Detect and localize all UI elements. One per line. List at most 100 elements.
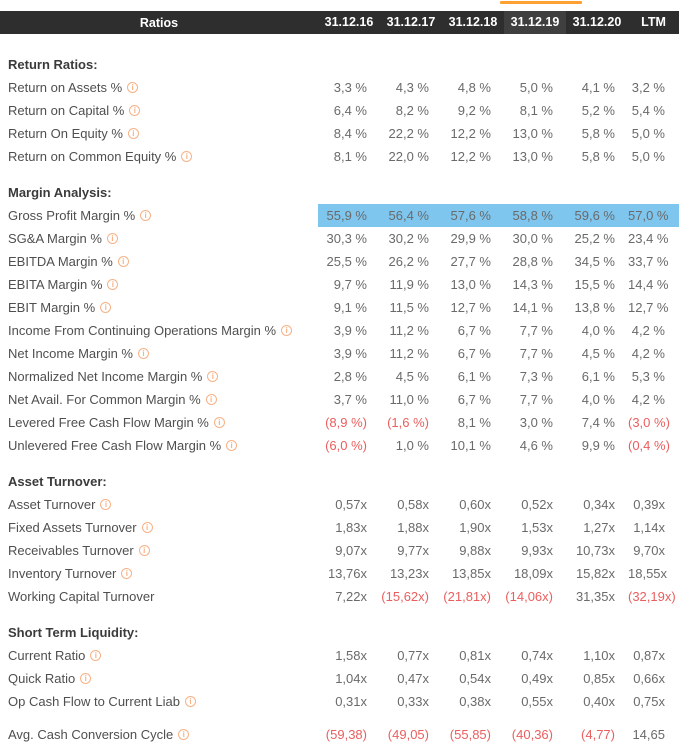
table-row[interactable]: Op Cash Flow to Current Liab i 0,31x 0,33x 0… (0, 690, 679, 713)
table-row[interactable]: EBIT Margin % i 9,1 % 11,5 % 12,7 % 14,1 % 13,… (0, 296, 679, 319)
row-label: Net Income Margin % i (0, 346, 318, 361)
row-label-text: EBITDA Margin % (8, 254, 113, 269)
row-label: Income From Continuing Operations Margin… (0, 323, 318, 338)
info-icon[interactable]: i (121, 568, 133, 579)
info-icon[interactable]: i (213, 417, 225, 428)
section-title: Short Term Liquidity: (8, 625, 139, 640)
info-icon[interactable]: i (226, 440, 238, 451)
cell-value: (3,0 %) (628, 415, 670, 430)
info-icon[interactable]: i (178, 729, 190, 740)
cell-value: 13,76x (327, 566, 367, 581)
table-row[interactable]: Return on Assets % i 3,3 % 4,3 % 4,8 % 5,0 % 4… (0, 76, 679, 99)
info-icon[interactable]: i (80, 673, 92, 684)
info-icon[interactable]: i (141, 522, 153, 533)
row-label-text: Income From Continuing Operations Margin… (8, 323, 277, 338)
info-icon[interactable]: i (129, 105, 141, 116)
cell-value: 5,0 % (631, 126, 665, 141)
table-row[interactable]: Asset Turnover i 0,57x 0,58x 0,60x 0,52x 0,34x… (0, 493, 679, 516)
row-label-text: Fixed Assets Turnover (8, 520, 137, 535)
table-row[interactable]: Gross Profit Margin % i 55,9 % 56,4 % 57,6 %… (0, 204, 679, 227)
column-header-31-12-16[interactable]: 31.12.16 (324, 15, 374, 29)
cell-value: 9,77x (397, 543, 429, 558)
table-row[interactable]: Return on Capital % i 6,4 % 8,2 % 9,2 % 8,1 %… (0, 99, 679, 122)
info-icon[interactable]: i (106, 233, 118, 244)
info-icon[interactable]: i (127, 128, 139, 139)
cell-value: 0,74x (521, 648, 553, 663)
cell-value: 13,8 % (574, 300, 615, 315)
table-row[interactable]: Inventory Turnover i 13,76x 13,23x 13,85x 18,… (0, 562, 679, 585)
row-label: Current Ratio i (0, 648, 318, 663)
row-label-text: Return on Assets % (8, 80, 123, 95)
cell-value: 4,5 % (581, 346, 615, 361)
cell-value: 57,0 % (628, 204, 679, 227)
column-header-31-12-18[interactable]: 31.12.18 (448, 15, 498, 29)
info-icon[interactable]: i (100, 302, 112, 313)
cell-value: 15,5 % (574, 277, 615, 292)
cell-value: 0,40x (583, 694, 615, 709)
info-icon[interactable]: i (207, 371, 219, 382)
table-row[interactable]: Fixed Assets Turnover i 1,83x 1,88x 1,90x 1,5… (0, 516, 679, 539)
cell-value: (55,85) (449, 727, 491, 742)
table-row[interactable]: Unlevered Free Cash Flow Margin % i (6,0 %… (0, 434, 679, 457)
info-icon[interactable]: i (90, 650, 102, 661)
cell-value: 0,31x (335, 694, 367, 709)
table-row[interactable]: Working Capital Turnover 7,22x (15,62x) (21… (0, 585, 679, 608)
column-header-31-12-17[interactable]: 31.12.17 (386, 15, 436, 29)
cell-value: 27,7 % (450, 254, 491, 269)
cell-value: 9,88x (459, 543, 491, 558)
info-icon[interactable]: i (100, 499, 112, 510)
cell-value: 7,4 % (581, 415, 615, 430)
table-row[interactable]: EBITA Margin % i 9,7 % 11,9 % 13,0 % 14,3 % 15… (0, 273, 679, 296)
table-row[interactable]: Net Avail. For Common Margin % i 3,7 % 11,0… (0, 388, 679, 411)
cell-value: 31,35x (575, 589, 615, 604)
cell-value: 11,2 % (389, 323, 429, 338)
table-row[interactable]: Return On Equity % i 8,4 % 22,2 % 12,2 % 13,0… (0, 122, 679, 145)
table-row[interactable]: EBITDA Margin % i 25,5 % 26,2 % 27,7 % 28,8 %… (0, 250, 679, 273)
table-row[interactable]: Avg. Cash Conversion Cycle i (59,38) (49,05… (0, 723, 679, 746)
column-header-31-12-20[interactable]: 31.12.20 (572, 15, 622, 29)
info-icon[interactable]: i (127, 82, 139, 93)
cell-value: (8,9 %) (325, 415, 367, 430)
cell-value: 14,4 % (628, 277, 669, 292)
table-row[interactable]: Income From Continuing Operations Margin… (0, 319, 679, 342)
info-icon[interactable]: i (117, 256, 129, 267)
info-icon[interactable]: i (184, 696, 196, 707)
cell-value: 11,9 % (389, 277, 429, 292)
table-row[interactable]: SG&A Margin % i 30,3 % 30,2 % 29,9 % 30,0 % 25… (0, 227, 679, 250)
info-icon[interactable]: i (205, 394, 217, 405)
column-header-31-12-19[interactable]: 31.12.19 (504, 11, 566, 34)
row-label: Fixed Assets Turnover i (0, 520, 318, 535)
cell-value: 11,5 % (389, 300, 429, 315)
cell-value: 5,8 % (581, 126, 615, 141)
cell-value: 0,33x (397, 694, 429, 709)
table-title: Ratios (139, 15, 179, 30)
table-row[interactable]: Levered Free Cash Flow Margin % i (8,9 %) (… (0, 411, 679, 434)
info-icon[interactable]: i (107, 279, 119, 290)
column-header-ltm[interactable]: LTM (641, 15, 666, 29)
cell-value: 7,7 % (519, 346, 553, 361)
table-row[interactable]: Normalized Net Income Margin % i 2,8 % 4,5 … (0, 365, 679, 388)
cell-value: 18,55x (628, 566, 668, 581)
table-row[interactable]: Return on Common Equity % i 8,1 % 22,0 % 12,… (0, 145, 679, 168)
table-row[interactable]: Quick Ratio i 1,04x 0,47x 0,54x 0,49x 0,85x 0,6… (0, 667, 679, 690)
row-label-text: Net Avail. For Common Margin % (8, 392, 201, 407)
cell-value: 0,81x (459, 648, 491, 663)
info-icon[interactable]: i (181, 151, 193, 162)
row-label: Quick Ratio i (0, 671, 318, 686)
cell-value: (4,77) (581, 727, 615, 742)
table-row[interactable]: Net Income Margin % i 3,9 % 11,2 % 6,7 % 7,7 … (0, 342, 679, 365)
cell-value: 6,7 % (457, 323, 491, 338)
table-row[interactable]: Receivables Turnover i 9,07x 9,77x 9,88x 9,93… (0, 539, 679, 562)
info-icon[interactable]: i (138, 545, 150, 556)
cell-value: 7,7 % (519, 392, 553, 407)
info-icon[interactable]: i (281, 325, 293, 336)
cell-value: 0,54x (459, 671, 491, 686)
cell-value: 5,0 % (519, 80, 553, 95)
cell-value: 3,3 % (333, 80, 367, 95)
info-icon[interactable]: i (140, 210, 152, 221)
row-label: Levered Free Cash Flow Margin % i (0, 415, 318, 430)
cell-value: 15,82x (575, 566, 615, 581)
table-row[interactable]: Current Ratio i 1,58x 0,77x 0,81x 0,74x 1,10x 0… (0, 644, 679, 667)
cell-value: 1,90x (459, 520, 491, 535)
info-icon[interactable]: i (138, 348, 149, 359)
